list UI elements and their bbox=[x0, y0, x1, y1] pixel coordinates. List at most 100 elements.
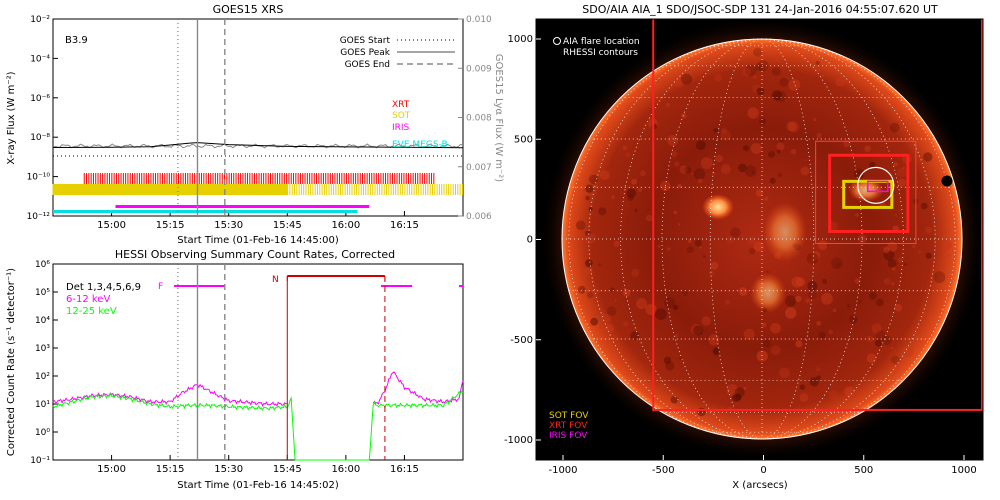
goes-x-tick-label: 15:30 bbox=[214, 220, 243, 231]
aia-flare-location-circle bbox=[857, 166, 895, 204]
sun-texture-spot bbox=[771, 90, 783, 101]
sun-texture-spot bbox=[815, 60, 820, 65]
sun-texture-spot bbox=[595, 289, 601, 294]
aia-y-tick-label: 500 bbox=[514, 134, 533, 145]
sun-texture-spot bbox=[890, 346, 894, 350]
sun-texture-spot bbox=[770, 345, 781, 356]
aia-xlabel: X (arcsecs) bbox=[732, 480, 788, 491]
goes-instrument-label: IRIS bbox=[392, 123, 410, 133]
hessi-series-line-12-25keV bbox=[52, 390, 464, 461]
sun-texture-spot bbox=[769, 177, 776, 184]
sun-texture-spot bbox=[806, 252, 819, 265]
sun-texture-spot bbox=[748, 247, 756, 255]
sun-texture-spot bbox=[590, 317, 598, 326]
goes-instrument-label: EVE MEGS-B bbox=[392, 140, 448, 150]
sun-texture-spot bbox=[902, 346, 914, 358]
sun-texture-spot bbox=[912, 244, 916, 249]
goes-y-tick-label: 10⁻⁸ bbox=[30, 133, 50, 143]
aia-panel: SDO/AIA AIA_1 SDO/JSOC-SDP 131 24-Jan-20… bbox=[504, 3, 984, 491]
sun-texture-spot bbox=[761, 167, 764, 170]
sun-texture-spot bbox=[586, 291, 594, 299]
sun-texture-spot bbox=[777, 172, 783, 178]
sun-texture-spot bbox=[636, 298, 648, 310]
sun-texture-spot bbox=[589, 174, 599, 185]
sun-texture-spot bbox=[588, 206, 593, 211]
sun-texture-spot bbox=[871, 323, 882, 334]
sun-texture-spot bbox=[745, 64, 757, 77]
sun-texture-spot bbox=[600, 313, 611, 325]
hessi-y-axis: 10⁻¹ 10⁰ 10¹ 10² 10³ 10⁴ 10⁵ 10⁶ bbox=[30, 260, 58, 466]
hessi-y-tick-label: 10⁵ bbox=[35, 288, 50, 298]
sun-texture-spot bbox=[890, 122, 900, 133]
goes-legend-label: GOES End bbox=[345, 60, 390, 70]
sun-texture-spot bbox=[585, 195, 590, 201]
sun-texture-spot bbox=[816, 132, 822, 139]
sun-texture-spot bbox=[761, 322, 767, 328]
sun-texture-spot bbox=[730, 227, 741, 238]
goes-y2-tick-label: 0.008 bbox=[466, 114, 492, 124]
hessi-legend-label: 12-25 keV bbox=[66, 306, 117, 317]
sun-texture-spot bbox=[773, 54, 781, 62]
sun-texture-spot bbox=[785, 307, 797, 319]
sun-texture-spot bbox=[610, 287, 615, 293]
sun-texture-spot bbox=[675, 399, 683, 407]
goes-coverage-bar-iris bbox=[115, 205, 370, 208]
sun-texture-spot bbox=[894, 303, 903, 312]
goes-xlabel: Start Time (01-Feb-16 14:45:00) bbox=[177, 235, 339, 246]
sun-texture-spot bbox=[890, 282, 895, 286]
sun-texture-spot bbox=[816, 367, 821, 372]
sun-texture-spot bbox=[853, 168, 865, 180]
aia-image bbox=[540, 19, 983, 460]
sun-texture-spot bbox=[678, 223, 681, 226]
sun-texture-spot bbox=[742, 67, 751, 77]
sun-texture-spot bbox=[710, 261, 719, 270]
sun-texture-spot bbox=[925, 226, 932, 234]
goes-y2label: GOES15 Lyα Flux (W m⁻²) bbox=[493, 54, 504, 182]
sun-texture-spot bbox=[753, 47, 763, 57]
aia-legend-top: AIA flare location RHESSI contours bbox=[553, 37, 640, 58]
sun-texture-spot bbox=[614, 299, 617, 302]
hessi-legend-label: 6-12 keV bbox=[66, 294, 110, 305]
aia-x-tick-label: 1000 bbox=[951, 465, 976, 476]
sun-texture-spot bbox=[725, 299, 731, 305]
hessi-y-tick-label: 10¹ bbox=[35, 400, 50, 410]
hessi-y-tick-label: 10⁻¹ bbox=[30, 456, 50, 466]
sun-texture-spot bbox=[679, 165, 688, 174]
sun-texture-spot bbox=[897, 257, 904, 263]
sun-texture-spot bbox=[759, 117, 766, 125]
sun-texture-spot bbox=[664, 297, 675, 309]
sun-texture-spot bbox=[610, 195, 616, 200]
longitude-line bbox=[761, 38, 904, 440]
sun-texture-spot bbox=[694, 239, 702, 247]
sun-texture-spot bbox=[726, 235, 734, 244]
sun-texture-spot bbox=[846, 304, 851, 308]
sun-texture-spot bbox=[780, 139, 783, 143]
longitude-line bbox=[588, 38, 763, 440]
sun-texture-spot bbox=[728, 62, 734, 68]
hessi-x-tick-label: 15:30 bbox=[214, 464, 243, 475]
sun-texture-spot bbox=[875, 330, 887, 342]
hessi-series-line-6-12keV bbox=[52, 371, 464, 407]
sun-texture-spot bbox=[673, 77, 684, 88]
sun-texture-spot bbox=[747, 236, 756, 245]
sun-texture-spot bbox=[756, 87, 765, 96]
fov-box-xrt-outer bbox=[815, 140, 917, 245]
hessi-y-tick-label: 10⁶ bbox=[35, 260, 50, 270]
sun-texture-spot bbox=[768, 150, 775, 158]
hessi-legend-header: Det 1,3,4,5,6,9 bbox=[66, 282, 141, 293]
goes-y-tick-label: 10⁻⁶ bbox=[30, 94, 50, 104]
goes-y-axis: 10⁻¹² 10⁻¹⁰ 10⁻⁸ 10⁻⁶ 10⁻⁴ 10⁻² bbox=[27, 15, 58, 222]
goes-title: GOES15 XRS bbox=[213, 3, 284, 16]
sun-texture-spot bbox=[881, 335, 892, 346]
sun-texture-spot bbox=[598, 207, 607, 216]
goes-x-tick-label: 15:15 bbox=[156, 220, 185, 231]
sun-texture-spot bbox=[625, 152, 631, 158]
sun-texture-spot bbox=[631, 268, 640, 277]
sun-texture-spot bbox=[776, 149, 781, 154]
sun-texture-spot bbox=[747, 107, 759, 119]
sun-texture-spot bbox=[893, 162, 898, 167]
sun-texture-spot bbox=[667, 247, 671, 251]
sun-texture-spot bbox=[606, 306, 617, 316]
sun-texture-spot bbox=[799, 393, 809, 402]
